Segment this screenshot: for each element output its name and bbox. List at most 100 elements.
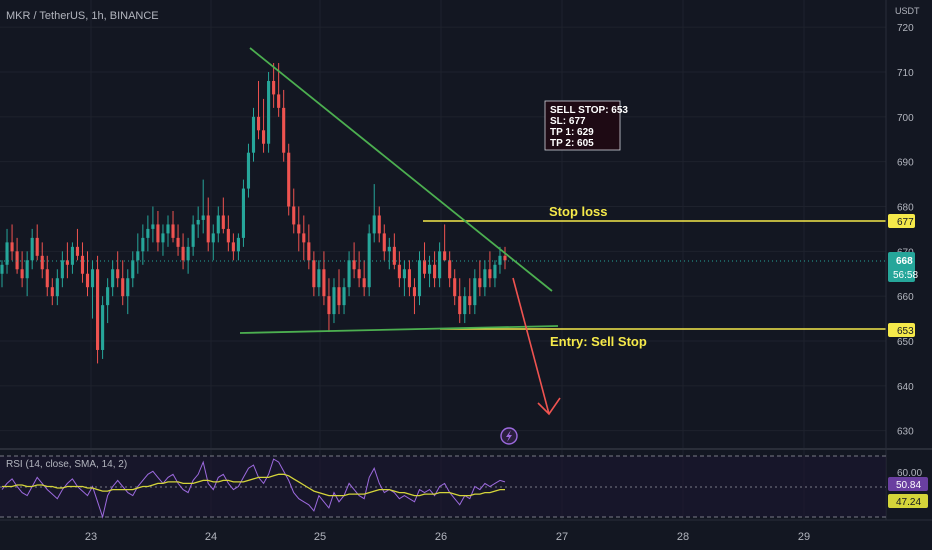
time-tick: 26 bbox=[435, 531, 447, 543]
candle bbox=[146, 215, 150, 252]
candle bbox=[483, 260, 487, 297]
time-tick: 29 bbox=[798, 531, 810, 543]
candle bbox=[0, 260, 4, 288]
candle bbox=[478, 260, 482, 297]
candle bbox=[60, 251, 64, 288]
descending-trendline[interactable] bbox=[249, 47, 553, 292]
candle bbox=[327, 278, 331, 333]
time-tick-labels: 23 24 25 26 27 28 29 bbox=[85, 531, 810, 543]
candle bbox=[65, 242, 69, 279]
candle bbox=[236, 233, 240, 261]
candle bbox=[412, 278, 417, 315]
candle bbox=[468, 278, 472, 315]
rsi-band bbox=[0, 456, 886, 517]
candle bbox=[166, 215, 170, 247]
candle bbox=[181, 233, 185, 270]
candle bbox=[312, 251, 316, 297]
candle bbox=[372, 184, 376, 243]
info-box[interactable]: SELL STOP: 653 SL: 677 TP 1: 629 TP 2: 6… bbox=[544, 100, 628, 151]
candle bbox=[156, 210, 160, 252]
candle bbox=[231, 233, 235, 261]
down-arrow bbox=[512, 277, 550, 415]
candle bbox=[407, 260, 411, 297]
candle bbox=[387, 237, 391, 270]
candle bbox=[382, 224, 386, 261]
candle bbox=[176, 224, 180, 256]
candle bbox=[392, 233, 396, 270]
candle bbox=[216, 206, 220, 243]
currency-label: USDT bbox=[895, 6, 920, 16]
candle bbox=[186, 237, 190, 274]
candle bbox=[453, 269, 457, 306]
candle bbox=[342, 278, 346, 315]
down-arrow-head bbox=[537, 397, 561, 416]
rsi-sma-badge bbox=[888, 494, 928, 508]
candle bbox=[20, 251, 24, 288]
candle bbox=[161, 224, 165, 256]
candle bbox=[282, 89, 286, 162]
info-line-sell-stop: SELL STOP: 653 bbox=[550, 105, 628, 116]
price-tick: 660 bbox=[897, 292, 914, 303]
candle bbox=[307, 224, 311, 270]
rsi-value: 50.84 bbox=[896, 480, 921, 491]
candle bbox=[111, 260, 115, 297]
symbol-title[interactable]: MKR / TetherUS, 1h, BINANCE bbox=[6, 10, 159, 22]
rsi-sma-line bbox=[2, 473, 505, 497]
candle bbox=[251, 107, 256, 162]
candle bbox=[50, 278, 54, 306]
candle bbox=[131, 251, 135, 288]
candle bbox=[45, 255, 49, 297]
candle bbox=[85, 251, 90, 297]
candle bbox=[292, 188, 296, 234]
candle bbox=[347, 251, 351, 297]
candle bbox=[126, 269, 130, 315]
rsi-value-badge bbox=[888, 477, 928, 491]
rsi-sma-value: 47.24 bbox=[896, 497, 921, 508]
candle bbox=[25, 251, 29, 297]
candle bbox=[121, 260, 125, 306]
candle bbox=[246, 143, 251, 198]
candle bbox=[302, 215, 306, 261]
info-line-sl: SL: 677 bbox=[550, 116, 586, 127]
candle bbox=[332, 278, 336, 324]
candle bbox=[5, 228, 9, 274]
candle bbox=[417, 251, 422, 306]
svg-text:677: 677 bbox=[897, 217, 914, 228]
candle bbox=[503, 246, 507, 270]
rsi-title[interactable]: RSI (14, close, SMA, 14, 2) bbox=[6, 459, 127, 470]
candles-series bbox=[0, 63, 507, 364]
candle bbox=[191, 215, 195, 256]
candle bbox=[367, 224, 371, 297]
candle bbox=[337, 269, 341, 315]
candle bbox=[377, 206, 381, 243]
candle bbox=[498, 246, 502, 274]
candle bbox=[106, 278, 110, 324]
candle bbox=[10, 224, 14, 261]
candle bbox=[151, 206, 155, 243]
price-tick: 680 bbox=[897, 203, 914, 214]
candle bbox=[75, 228, 80, 261]
lightning-icon[interactable] bbox=[500, 427, 518, 445]
last-price-value: 668 bbox=[896, 256, 913, 267]
candle bbox=[171, 210, 175, 243]
candle bbox=[136, 233, 140, 274]
time-tick: 28 bbox=[677, 531, 689, 543]
candle bbox=[40, 242, 44, 279]
candle bbox=[463, 287, 467, 324]
countdown-value: 56:58 bbox=[893, 270, 918, 281]
candle bbox=[221, 197, 225, 234]
candle bbox=[493, 260, 497, 288]
candle bbox=[256, 80, 261, 140]
rsi-pane: RSI (14, close, SMA, 14, 2) 60.00 50.84 … bbox=[0, 455, 928, 519]
candle bbox=[141, 224, 145, 265]
price-tick: 640 bbox=[897, 382, 914, 393]
stop-loss-label: Stop loss bbox=[549, 204, 608, 219]
candle bbox=[226, 215, 230, 252]
candle bbox=[317, 260, 321, 297]
support-trendline[interactable] bbox=[239, 325, 559, 334]
candle bbox=[402, 260, 406, 297]
rsi-line bbox=[1, 458, 506, 519]
candle bbox=[211, 224, 215, 261]
candle bbox=[322, 251, 326, 306]
